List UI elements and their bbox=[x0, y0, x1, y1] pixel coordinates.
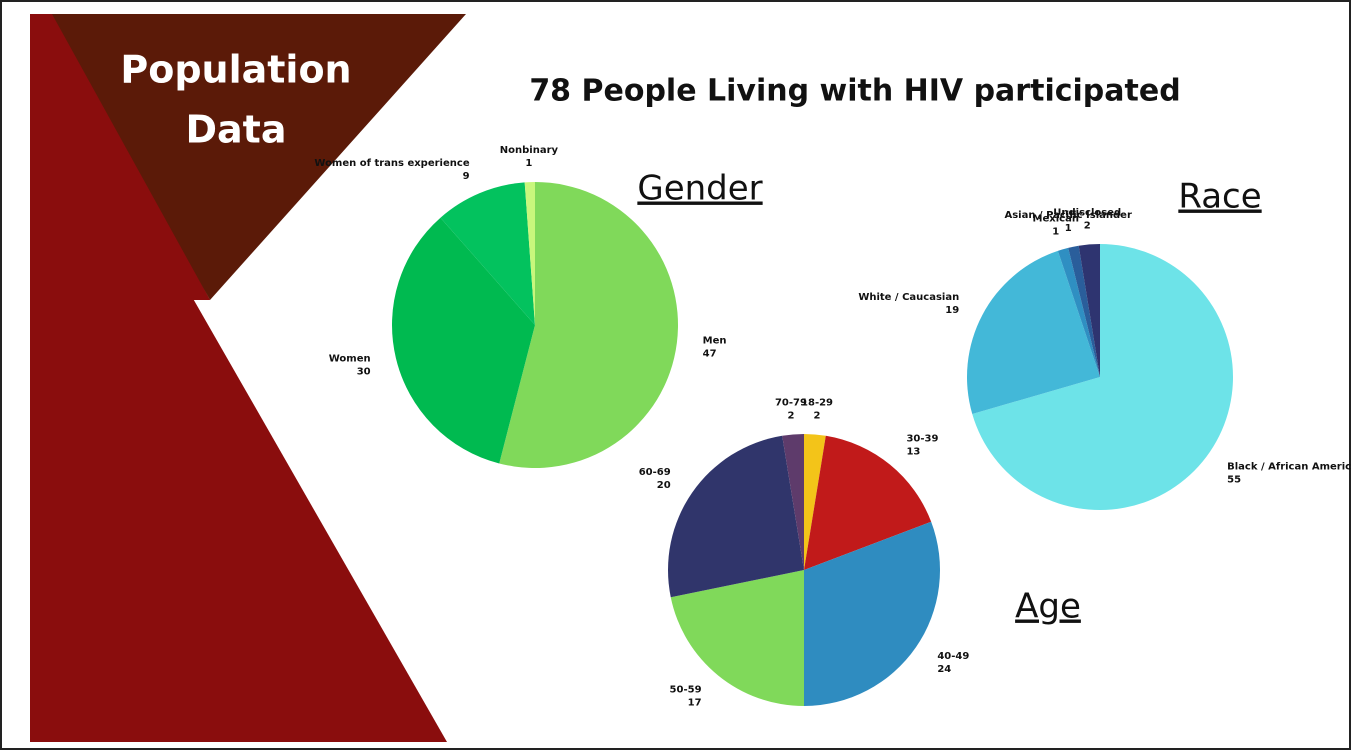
slice-value: 19 bbox=[945, 305, 959, 316]
pie-slice bbox=[1078, 244, 1100, 377]
pie-slice bbox=[972, 244, 1233, 510]
slice-label: 70-79 bbox=[775, 398, 807, 409]
pie-title: Age bbox=[1015, 587, 1081, 627]
pie-slice bbox=[499, 182, 679, 468]
pie-slice bbox=[1057, 247, 1100, 377]
pie-slice bbox=[966, 250, 1100, 415]
red-band bbox=[30, 14, 210, 300]
slice-value: 20 bbox=[657, 480, 671, 491]
slice-value: 1 bbox=[1052, 226, 1059, 237]
slice-value: 1 bbox=[1065, 223, 1072, 234]
pie-slice bbox=[670, 570, 804, 706]
slice-value: 2 bbox=[787, 411, 794, 422]
pie-slice bbox=[782, 434, 804, 570]
slice-label: 18-29 bbox=[801, 398, 833, 409]
slice-value: 47 bbox=[703, 348, 717, 359]
pie-slice bbox=[804, 521, 941, 706]
pie-slice bbox=[804, 434, 826, 570]
pie-slice bbox=[391, 217, 535, 464]
slice-value: 1 bbox=[525, 158, 532, 169]
pie-title: Race bbox=[1178, 177, 1261, 217]
brown-triangle bbox=[52, 14, 466, 300]
pie-title: Gender bbox=[637, 169, 762, 209]
slice-label: 40-49 bbox=[937, 651, 969, 662]
slice-value: 17 bbox=[688, 697, 702, 708]
slice-label: 30-39 bbox=[906, 434, 938, 445]
slide-title: Data bbox=[186, 108, 287, 152]
slice-value: 2 bbox=[1084, 221, 1091, 232]
pie-slice bbox=[440, 182, 535, 325]
slice-value: 55 bbox=[1227, 475, 1241, 486]
slide-title: Population bbox=[120, 48, 351, 92]
slice-value: 13 bbox=[906, 447, 920, 458]
slice-value: 2 bbox=[814, 411, 821, 422]
pie-slice bbox=[668, 435, 804, 598]
slice-label: Undisclosed bbox=[1053, 208, 1121, 219]
slice-label: Men bbox=[703, 335, 727, 346]
slice-label: Women of trans experience bbox=[314, 158, 469, 169]
slice-label: White / Caucasian bbox=[858, 292, 959, 303]
pie-slice bbox=[804, 435, 932, 570]
slice-value: 9 bbox=[463, 171, 470, 182]
slice-value: 30 bbox=[357, 366, 371, 377]
slice-label: 50-59 bbox=[670, 684, 702, 695]
slice-label: 60-69 bbox=[639, 467, 671, 478]
slice-label: Mexican bbox=[1033, 213, 1079, 224]
slice-label: Black / African American bbox=[1227, 462, 1351, 473]
pie-slice bbox=[1068, 245, 1100, 377]
slice-value: 24 bbox=[937, 664, 951, 675]
slice-label: Nonbinary bbox=[500, 145, 559, 156]
slice-label: Asian / Pacific Islander bbox=[1004, 210, 1131, 221]
subtitle: 78 People Living with HIV participated bbox=[529, 74, 1180, 109]
pie-slice bbox=[524, 182, 535, 325]
slice-label: Women bbox=[329, 353, 371, 364]
